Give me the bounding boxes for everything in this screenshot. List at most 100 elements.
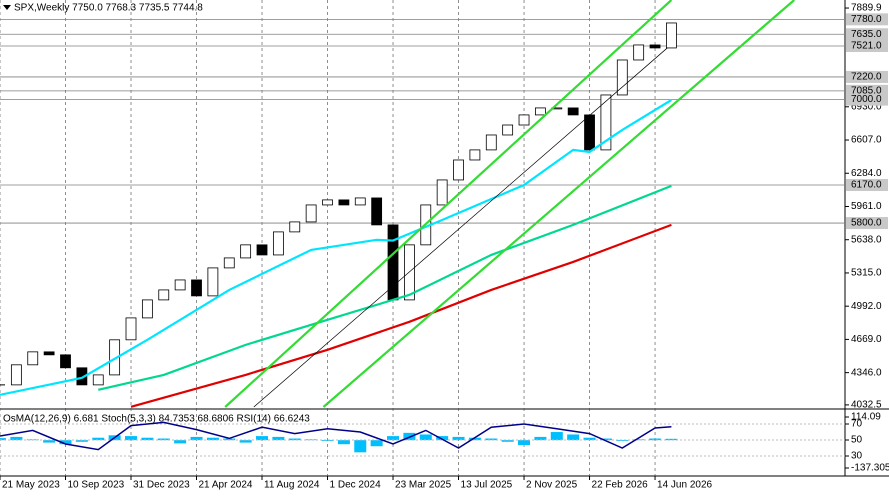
histogram-bar [75, 440, 88, 442]
histogram-bar [256, 436, 269, 441]
histogram-bar [59, 440, 72, 445]
series-line [130, 223, 672, 408]
level-label: 6170.0 [851, 180, 882, 191]
histogram-bar [239, 440, 252, 443]
histogram-bar [43, 440, 56, 443]
candle [666, 22, 677, 49]
histogram-bar [632, 439, 645, 441]
candle [141, 299, 153, 319]
histogram-bar [206, 437, 219, 441]
candle [76, 367, 88, 386]
level-label: 7220.0 [851, 72, 882, 83]
candle [60, 354, 71, 369]
y-tick-label: 4032.5 [851, 400, 882, 411]
histogram-bar [534, 436, 547, 441]
histogram-bar [305, 439, 318, 441]
candle [354, 197, 366, 206]
level-label: 7780.0 [851, 14, 882, 25]
histogram-bar [649, 438, 662, 441]
candle [10, 364, 22, 386]
x-tick-label: 14 Jun 2026 [657, 480, 712, 491]
histogram-bar [616, 440, 629, 441]
candle [616, 59, 628, 96]
histogram-bar [387, 436, 400, 441]
histogram-bar [174, 440, 187, 444]
level-label-box [846, 178, 888, 191]
level-label-box [846, 70, 888, 83]
y-tick-label: 5315.0 [851, 268, 882, 279]
level-label: 7000.0 [851, 94, 882, 105]
histogram-bar [370, 440, 383, 447]
candle [92, 374, 104, 386]
candle [338, 199, 350, 206]
histogram-bar [190, 436, 203, 441]
histogram-bar [0, 438, 6, 441]
candle [535, 107, 546, 116]
y-tick-label: 4669.0 [851, 334, 882, 345]
histogram-bar [125, 436, 138, 441]
histogram-bar [599, 438, 612, 441]
level-label-box [846, 217, 888, 230]
histogram-bar [665, 438, 678, 441]
histogram-bar [419, 434, 432, 441]
y-tick-label: 6930.0 [851, 101, 882, 112]
candle [584, 114, 595, 151]
candle [387, 224, 399, 301]
histogram-bar [321, 440, 334, 441]
candle [518, 114, 530, 126]
candle [600, 94, 612, 151]
histogram-bar [92, 437, 105, 441]
candle [223, 257, 235, 269]
candle [567, 107, 579, 116]
y-tick-label: 4346.0 [851, 367, 882, 378]
x-tick-label: 11 Aug 2024 [264, 480, 320, 491]
histogram-bar [223, 438, 236, 441]
candle [469, 149, 481, 161]
series-line [224, 0, 673, 408]
candle [158, 289, 170, 301]
candle [109, 339, 121, 376]
x-tick-label: 10 Sep 2023 [68, 480, 125, 491]
x-tick-label: 23 Mar 2025 [395, 480, 452, 491]
x-tick-label: 31 Dec 2023 [133, 480, 190, 491]
candle [403, 244, 415, 301]
candle [27, 351, 39, 366]
y-tick-label: 6607.0 [851, 135, 882, 146]
candle [191, 279, 202, 297]
histogram-bar [337, 440, 350, 445]
level-label-box [846, 39, 888, 52]
candle [436, 179, 448, 206]
candle [174, 279, 186, 291]
candle [207, 267, 219, 297]
candle [633, 44, 645, 61]
x-tick-label: 21 May 2023 [2, 480, 60, 491]
histogram-bar [485, 438, 498, 441]
histogram-bar [157, 438, 170, 441]
candle [453, 159, 464, 181]
histogram-bar [501, 440, 514, 442]
series-line [253, 47, 668, 408]
y-tick-label: 30 [851, 451, 863, 462]
histogram-bar [518, 440, 531, 446]
level-label-box [846, 13, 888, 26]
x-tick-label: 2 Nov 2025 [526, 480, 578, 491]
candle [649, 44, 661, 49]
series-line [0, 99, 672, 396]
histogram-bar [436, 436, 449, 441]
candle [322, 199, 333, 206]
y-tick-label: -137.305 [851, 463, 889, 474]
x-tick-label: 21 Apr 2024 [199, 480, 253, 491]
histogram-bar [10, 436, 23, 441]
x-tick-label: 1 Dec 2024 [330, 480, 382, 491]
y-tick-label: 5638.0 [851, 234, 882, 245]
x-tick-label: 22 Feb 2026 [592, 480, 649, 491]
candle [502, 124, 514, 136]
y-tick-label: 4992.0 [851, 301, 882, 312]
y-tick-label: 5961.0 [851, 201, 882, 212]
histogram-bar [288, 438, 301, 441]
indicator-line [0, 421, 672, 451]
y-tick-label: 6284.0 [851, 168, 882, 179]
